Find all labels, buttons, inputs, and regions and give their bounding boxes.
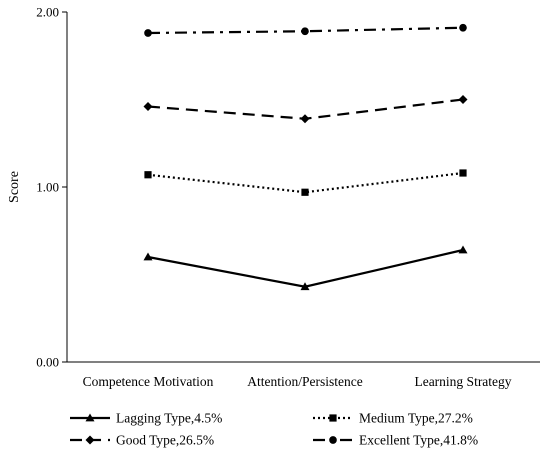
category-label: Attention/Persistence bbox=[247, 374, 362, 389]
legend-marker bbox=[85, 413, 95, 422]
data-point bbox=[300, 114, 310, 124]
series-group bbox=[143, 23, 468, 291]
data-point bbox=[458, 245, 468, 254]
data-point bbox=[459, 23, 467, 32]
data-point bbox=[300, 282, 310, 291]
legend-item: Lagging Type,4.5% bbox=[70, 411, 222, 426]
legend-marker bbox=[329, 414, 337, 422]
legend-label: Excellent Type,41.8% bbox=[359, 433, 478, 448]
data-point bbox=[144, 171, 152, 179]
legend-label: Lagging Type,4.5% bbox=[116, 411, 222, 426]
data-point bbox=[144, 29, 152, 37]
series-4 bbox=[144, 23, 467, 37]
series-3 bbox=[143, 95, 468, 124]
legend: Lagging Type,4.5% Medium Type,27.2% Good T… bbox=[70, 411, 478, 448]
series-line bbox=[147, 26, 464, 35]
y-tick-label: 2.00 bbox=[36, 5, 59, 20]
series-line bbox=[147, 248, 464, 288]
data-point bbox=[143, 102, 153, 111]
y-tick-labels: 0.00 1.00 2.00 bbox=[36, 5, 59, 370]
data-point bbox=[301, 188, 309, 196]
legend-marker bbox=[329, 436, 337, 444]
y-tick-label: 0.00 bbox=[36, 355, 59, 370]
legend-label: Good Type,26.5% bbox=[116, 433, 214, 448]
series-2 bbox=[144, 169, 467, 196]
data-point bbox=[458, 95, 468, 104]
legend-item: Good Type,26.5% bbox=[70, 433, 214, 448]
series-1 bbox=[143, 245, 468, 291]
legend-marker bbox=[85, 435, 95, 445]
data-point bbox=[459, 169, 467, 177]
y-tick-label: 1.00 bbox=[36, 180, 59, 195]
legend-label: Medium Type,27.2% bbox=[359, 411, 473, 426]
data-point bbox=[143, 252, 153, 261]
legend-item: Medium Type,27.2% bbox=[313, 411, 473, 426]
y-axis-title: Score bbox=[7, 171, 22, 203]
axes bbox=[62, 11, 540, 363]
legend-item: Excellent Type,41.8% bbox=[313, 433, 478, 448]
category-label: Competence Motivation bbox=[83, 374, 214, 389]
category-label: Learning Strategy bbox=[414, 374, 511, 389]
category-labels: Competence Motivation Attention/Persisten… bbox=[83, 374, 512, 389]
data-point bbox=[301, 27, 309, 36]
